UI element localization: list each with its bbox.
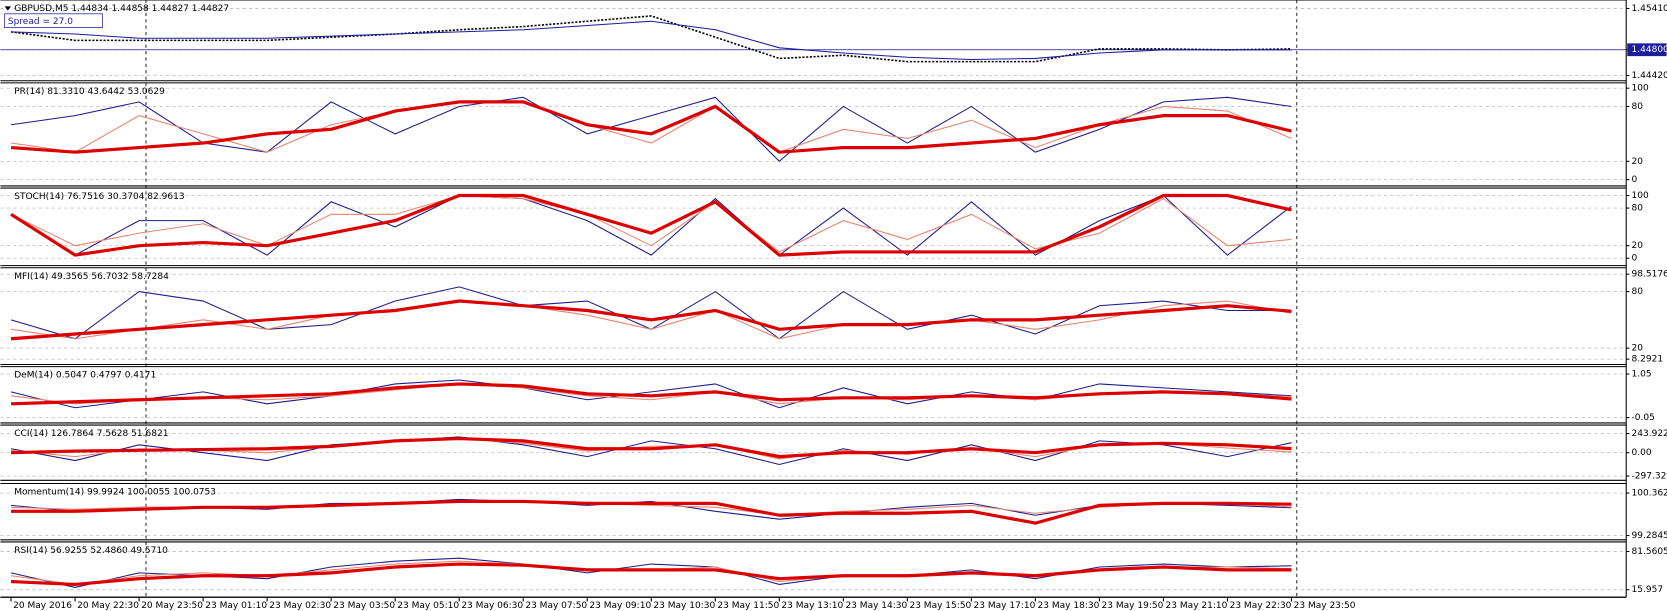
time-label: 23 May 01:10 — [205, 601, 267, 611]
y-tick-label: 80 — [1632, 102, 1644, 112]
time-label: 23 May 18:30 — [1038, 601, 1100, 611]
y-tick-label: 1.05 — [1632, 370, 1652, 380]
y-tick-label: -297.3290 — [1632, 472, 1667, 482]
y-tick-label: 0 — [1632, 254, 1638, 264]
time-label: 23 May 15:50 — [909, 601, 971, 611]
time-label: 23 May 23:50 — [1294, 601, 1356, 611]
time-label: 23 May 13:10 — [781, 601, 843, 611]
y-tick-label: 1.45410 — [1632, 4, 1667, 14]
time-label: 20 May 2016 — [13, 601, 72, 611]
symbol-title: GBPUSD,M5 1.44834 1.44858 1.44827 1.4482… — [14, 4, 229, 14]
time-label: 23 May 19:50 — [1102, 601, 1164, 611]
y-tick-label: 20 — [1632, 241, 1644, 251]
y-tick-label: 0.00 — [1632, 448, 1652, 458]
time-label: 23 May 07:50 — [525, 601, 587, 611]
y-tick-label: 15.957 — [1632, 585, 1664, 595]
time-label: 23 May 17:10 — [973, 601, 1035, 611]
y-tick-label: 1.44420 — [1632, 71, 1667, 81]
indicator-line — [10, 100, 1292, 154]
time-label: 20 May 22:30 — [77, 601, 139, 611]
time-label: 23 May 02:30 — [269, 601, 331, 611]
indicator-label: DeM(14) 0.5047 0.4797 0.4171 — [14, 371, 156, 381]
y-tick-label: 20 — [1632, 344, 1644, 354]
indicator-line — [10, 194, 1292, 256]
y-tick-label: 1.44800 — [1632, 45, 1667, 55]
y-tick-label: -0.05 — [1632, 413, 1655, 423]
time-label: 23 May 14:30 — [845, 601, 907, 611]
spread-box — [4, 13, 103, 28]
indicator-line — [11, 499, 1292, 525]
time-label: 23 May 22:30 — [1230, 601, 1292, 611]
time-label: 20 May 23:50 — [141, 601, 203, 611]
price-line — [11, 20, 1292, 61]
time-label: 23 May 06:30 — [461, 601, 523, 611]
y-tick-label: 81.5605 — [1632, 547, 1667, 557]
indicator-line — [10, 299, 1292, 341]
indicator-label: Momentum(14) 99.9924 100.0055 100.0753 — [14, 487, 216, 497]
indicator-line — [10, 193, 1292, 257]
y-tick-label: 80 — [1632, 287, 1644, 297]
indicator-line — [10, 382, 1292, 406]
indicator-line — [10, 562, 1292, 587]
indicator-line — [11, 436, 1292, 459]
y-tick-label: 20 — [1632, 157, 1644, 167]
collapse-arrow[interactable] — [4, 6, 12, 11]
y-tick-label: 99.2845 — [1632, 531, 1667, 541]
time-label: 23 May 11:50 — [717, 601, 779, 611]
indicator-label: STOCH(14) 76.7516 30.3704 82.9613 — [14, 192, 185, 202]
indicator-label: RSI(14) 56.9255 52.4860 49.5710 — [14, 546, 168, 556]
y-tick-label: 100.3624 — [1632, 489, 1667, 499]
time-label: 23 May 09:10 — [589, 601, 651, 611]
spread-label: Spread = 27.0 — [8, 17, 73, 27]
indicator-line — [10, 194, 1292, 253]
y-tick-label: 0 — [1632, 175, 1638, 185]
y-tick-label: 100 — [1632, 84, 1649, 94]
time-label: 23 May 03:50 — [333, 601, 395, 611]
price-line — [10, 15, 1292, 63]
y-tick-label: 98.5176 — [1632, 270, 1667, 280]
y-tick-label: 100 — [1632, 191, 1649, 201]
time-label: 23 May 10:30 — [653, 601, 715, 611]
indicator-line — [10, 96, 1292, 163]
y-tick-label: 8.2921 — [1632, 355, 1664, 365]
indicator-label: CCI(14) 126.7864 7.5628 51.6821 — [14, 429, 168, 439]
indicator-label: PR(14) 81.3310 43.6442 53.0629 — [14, 87, 165, 97]
current-price-box — [1627, 43, 1667, 57]
indicator-label: MFI(14) 49.3565 56.7032 58.7284 — [14, 272, 169, 282]
time-label: 23 May 05:10 — [397, 601, 459, 611]
y-tick-label: 243.9221 — [1632, 429, 1667, 439]
time-label: 23 May 21:10 — [1166, 601, 1228, 611]
y-tick-label: 80 — [1632, 204, 1644, 214]
